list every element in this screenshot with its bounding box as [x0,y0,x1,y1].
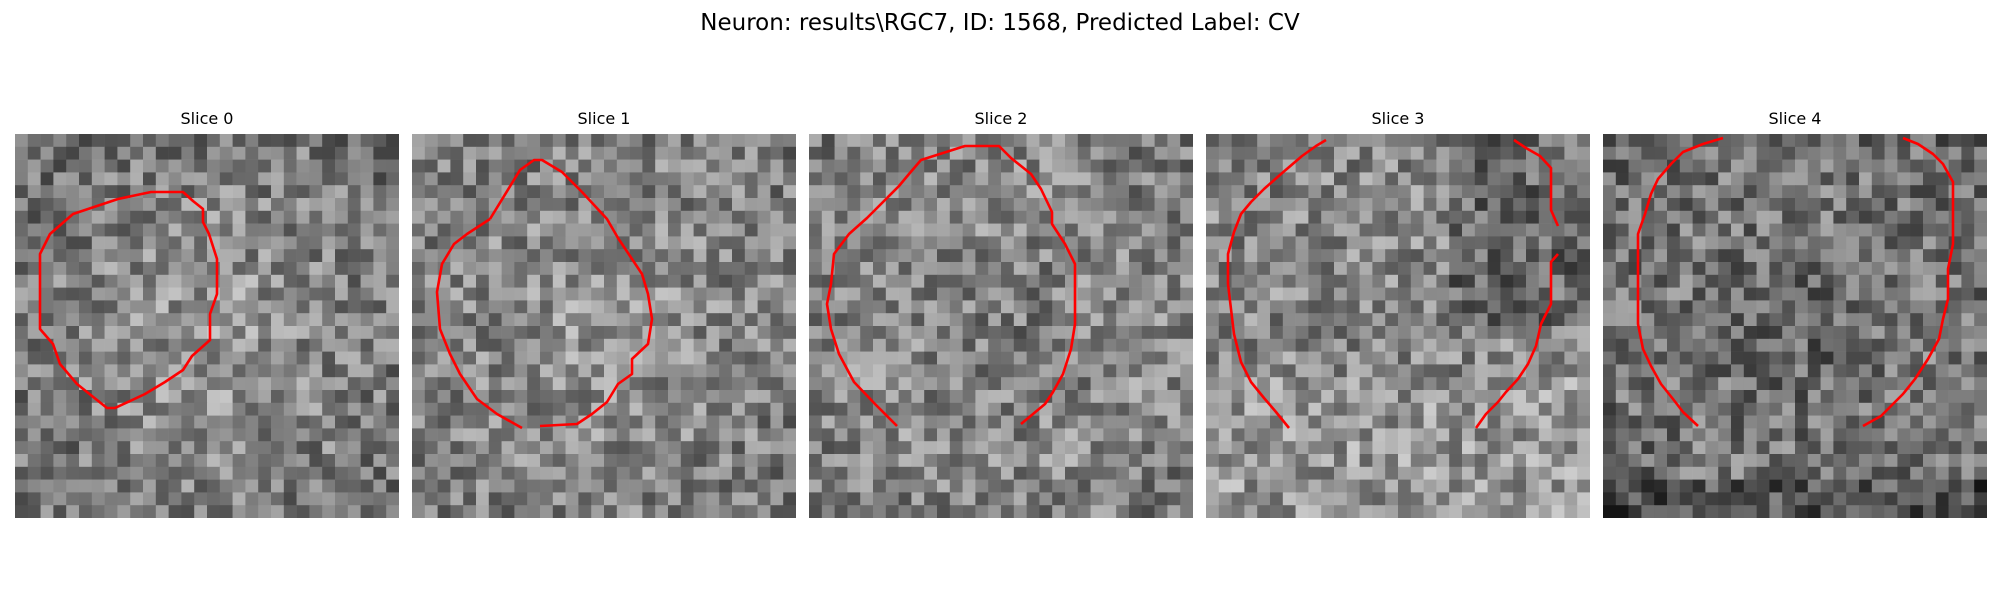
pixel-grid [1206,134,1590,518]
slice-title-2: Slice 2 [974,109,1028,128]
slice-title-0: Slice 0 [180,109,234,128]
slice-title-4: Slice 4 [1768,109,1822,128]
pixel-grid [1603,134,1987,518]
slice-image-4 [1603,134,1987,518]
contour-line-1 [825,197,898,427]
slice-title-3: Slice 3 [1371,109,1425,128]
slice-image-3 [1206,134,1590,518]
contour-line-0 [1636,136,1724,427]
contour-line-1 [1513,138,1560,227]
contour-line-0 [488,158,654,428]
pixel-grid [809,134,1193,518]
slice-image-1 [412,134,796,518]
pixel-grid [412,134,796,518]
slice-image-2 [809,134,1193,518]
contour-line-1 [1862,136,1955,428]
contour-line-1 [435,217,523,430]
contour-line-2 [1474,253,1559,429]
pixel-grid [15,134,399,518]
contour-line-0 [38,190,219,410]
contour-line-0 [886,144,1077,425]
contour-line-0 [1226,138,1327,429]
figure-title: Neuron: results\RGC7, ID: 1568, Predicte… [700,10,1300,36]
slice-title-1: Slice 1 [577,109,631,128]
slice-image-0 [15,134,399,518]
